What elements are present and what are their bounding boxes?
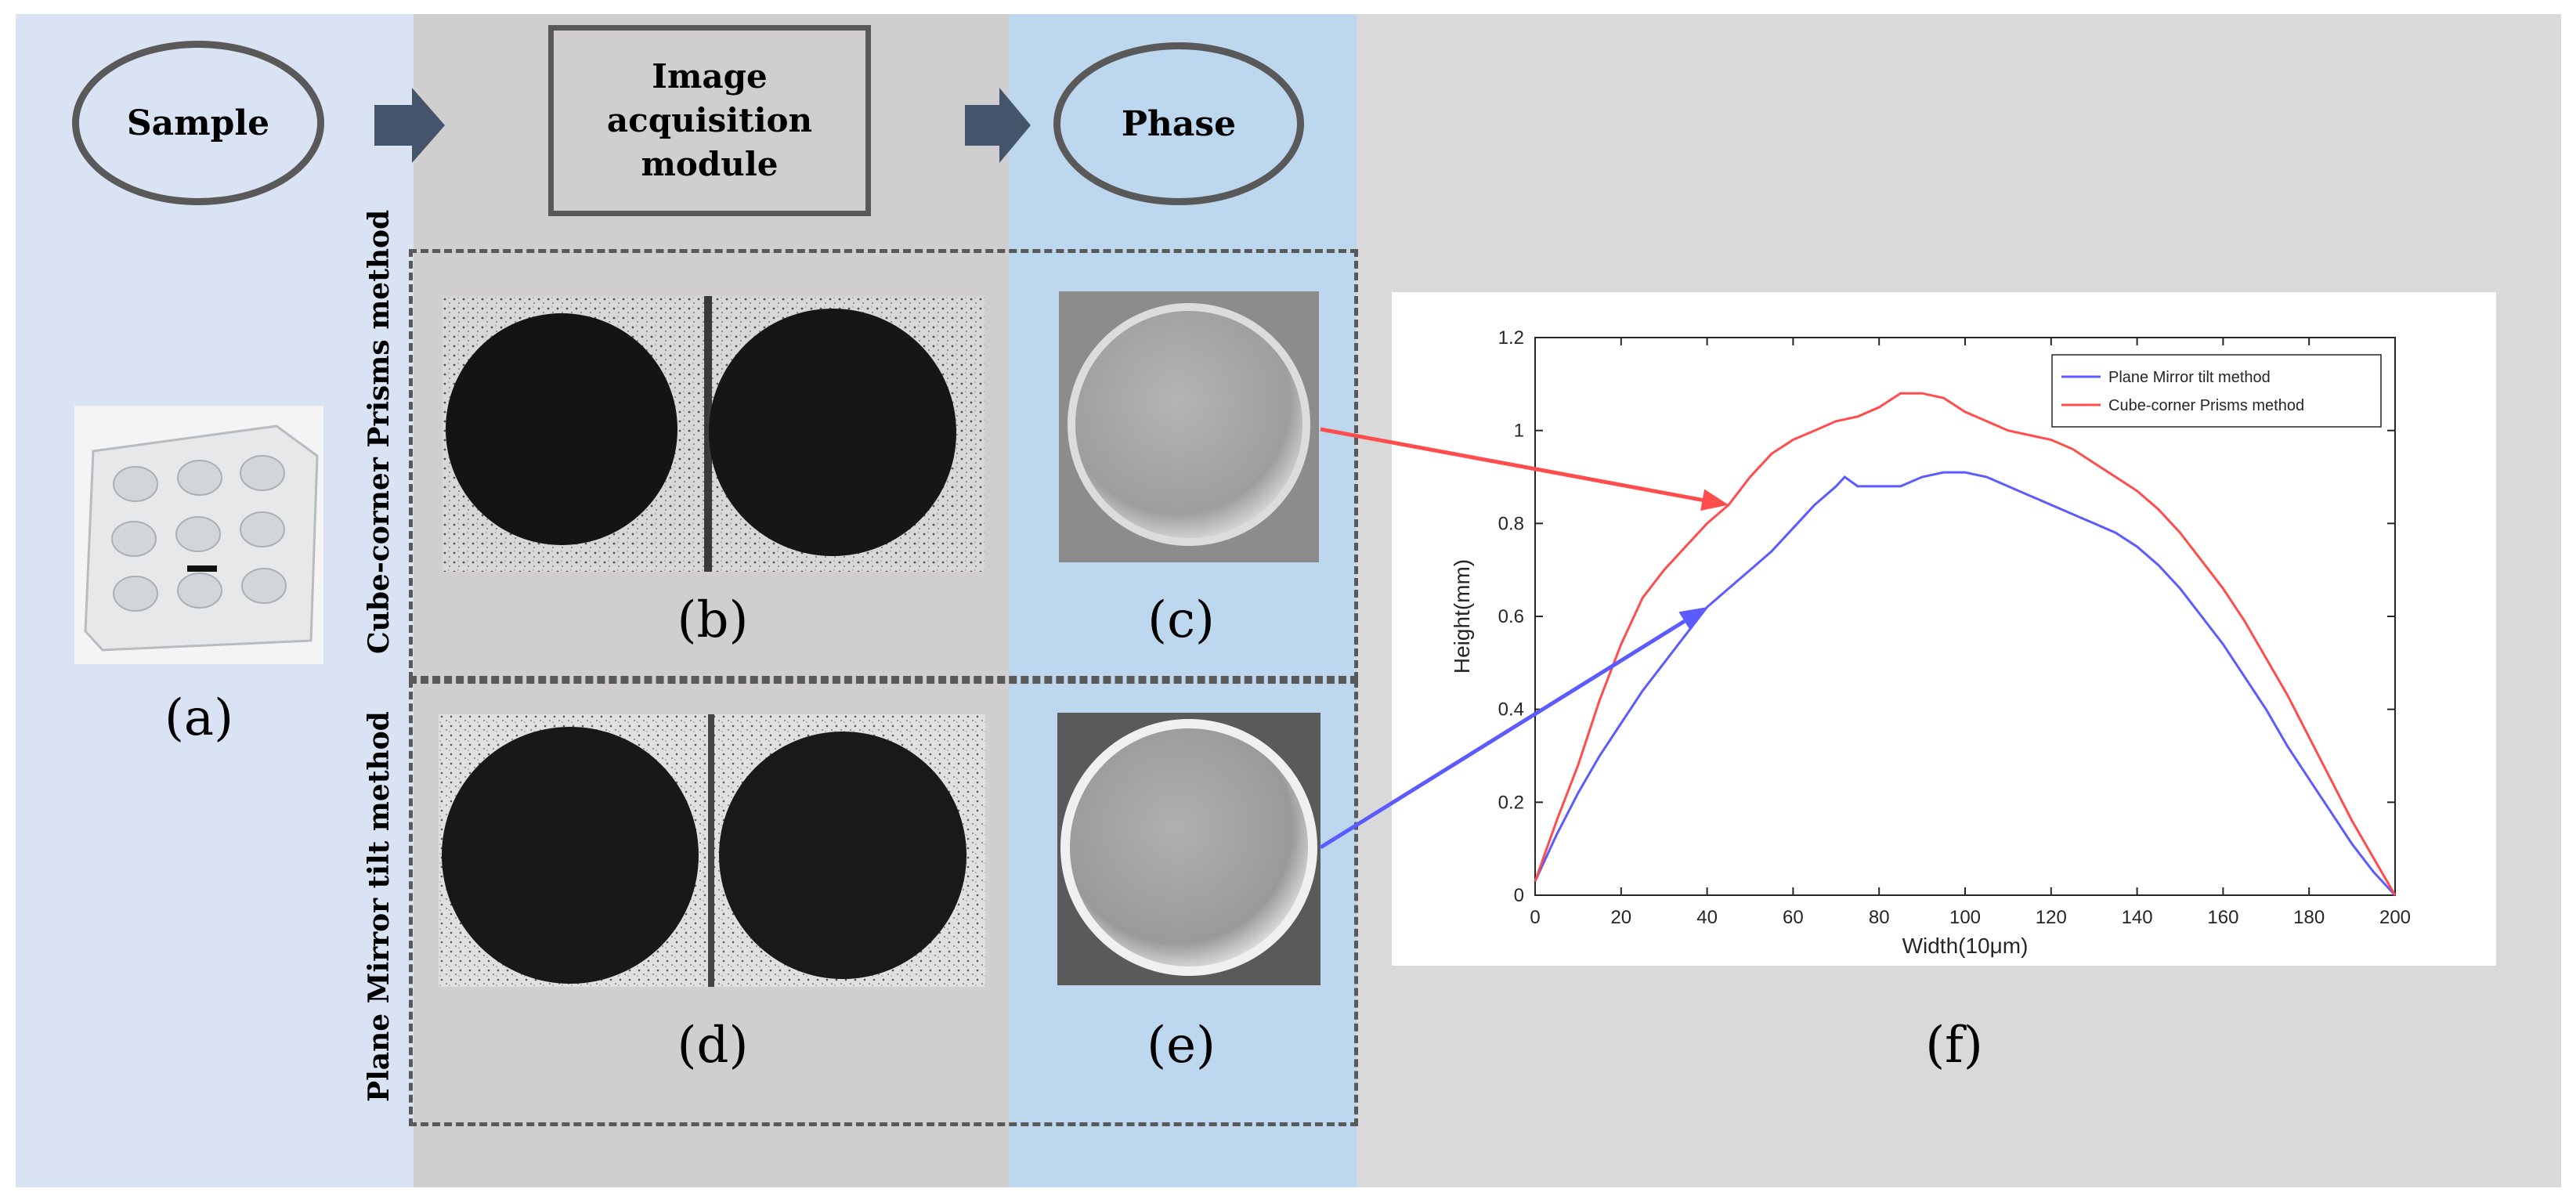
x-tick-label: 20 <box>1610 907 1631 928</box>
x-tick-label: 200 <box>2379 907 2411 928</box>
acquisition-image-bottom <box>439 714 985 987</box>
legend-box <box>2051 354 2382 428</box>
x-axis-label: Width(10μm) <box>1902 934 2029 958</box>
caption-e: (e) <box>1147 1017 1216 1075</box>
caption-d: (d) <box>677 1017 749 1075</box>
caption-a: (a) <box>164 689 234 747</box>
red-connector-arrow-head <box>1700 489 1729 511</box>
caption-c: (c) <box>1147 591 1215 649</box>
phase-label: Phase <box>1121 103 1237 144</box>
y-tick-label: 0.4 <box>1498 699 1524 721</box>
phase-column <box>1009 14 1357 1187</box>
top-method-group <box>409 249 1358 680</box>
x-tick-label: 180 <box>2293 907 2325 928</box>
caption-f: (f) <box>1925 1017 1983 1075</box>
x-tick-label: 100 <box>1949 907 1981 928</box>
acquisition-column <box>414 14 1009 1187</box>
acquisition-label-line1: Image acquisition <box>606 57 813 139</box>
arrow-right-icon <box>374 88 445 163</box>
arrow-right-icon <box>965 88 1031 163</box>
y-axis-label: Height(mm) <box>1450 559 1474 674</box>
acquisition-image-top <box>443 296 985 572</box>
sample-photo <box>74 406 323 664</box>
blue-connector-arrow-head <box>1678 607 1707 630</box>
y-tick-label: 0 <box>1514 885 1524 906</box>
blue-connector-arrow-shaft <box>1319 619 1686 850</box>
sample-label: Sample <box>126 103 270 143</box>
height-profile-chart: 0 20 40 60 80 100 120 140 160 180 200 0 0.2 0.4 0.6 0.8… <box>1450 327 2411 958</box>
y-tick-label: 1 <box>1514 421 1524 442</box>
y-tick-label: 0.6 <box>1498 606 1524 627</box>
phase-node: Phase <box>1053 42 1304 205</box>
series-line-0 <box>1534 471 2397 897</box>
legend-label: Plane Mirror tilt method <box>2108 369 2271 386</box>
chart-panel: 0 20 40 60 80 100 120 140 160 180 200 0 0.2 0.4 0.6 0.8… <box>1392 292 2496 966</box>
x-tick-label: 120 <box>2036 907 2067 928</box>
sample-node: Sample <box>72 41 324 205</box>
x-tick-label: 80 <box>1869 907 1890 928</box>
series-line-1 <box>1534 392 2397 896</box>
phase-image-top <box>1059 291 1319 562</box>
y-tick-label: 1.2 <box>1498 327 1524 349</box>
x-tick-label: 160 <box>2207 907 2238 928</box>
acquisition-module-box: Image acquisition module <box>548 25 871 216</box>
x-tick-label: 60 <box>1783 907 1804 928</box>
phase-image-bottom <box>1057 713 1321 985</box>
legend-label: Cube-corner Prisms method <box>2108 397 2304 414</box>
acquisition-label-line2: module <box>641 145 779 183</box>
red-connector-arrow-shaft <box>1320 427 1703 502</box>
plot-area <box>1534 337 2396 896</box>
y-tick-label: 0.8 <box>1498 513 1524 534</box>
x-tick-label: 40 <box>1696 907 1718 928</box>
caption-b: (b) <box>677 591 749 649</box>
y-tick-label: 0.2 <box>1498 792 1524 813</box>
x-tick-label: 0 <box>1530 907 1540 928</box>
bottom-method-group <box>409 680 1358 1126</box>
x-tick-label: 140 <box>2122 907 2153 928</box>
